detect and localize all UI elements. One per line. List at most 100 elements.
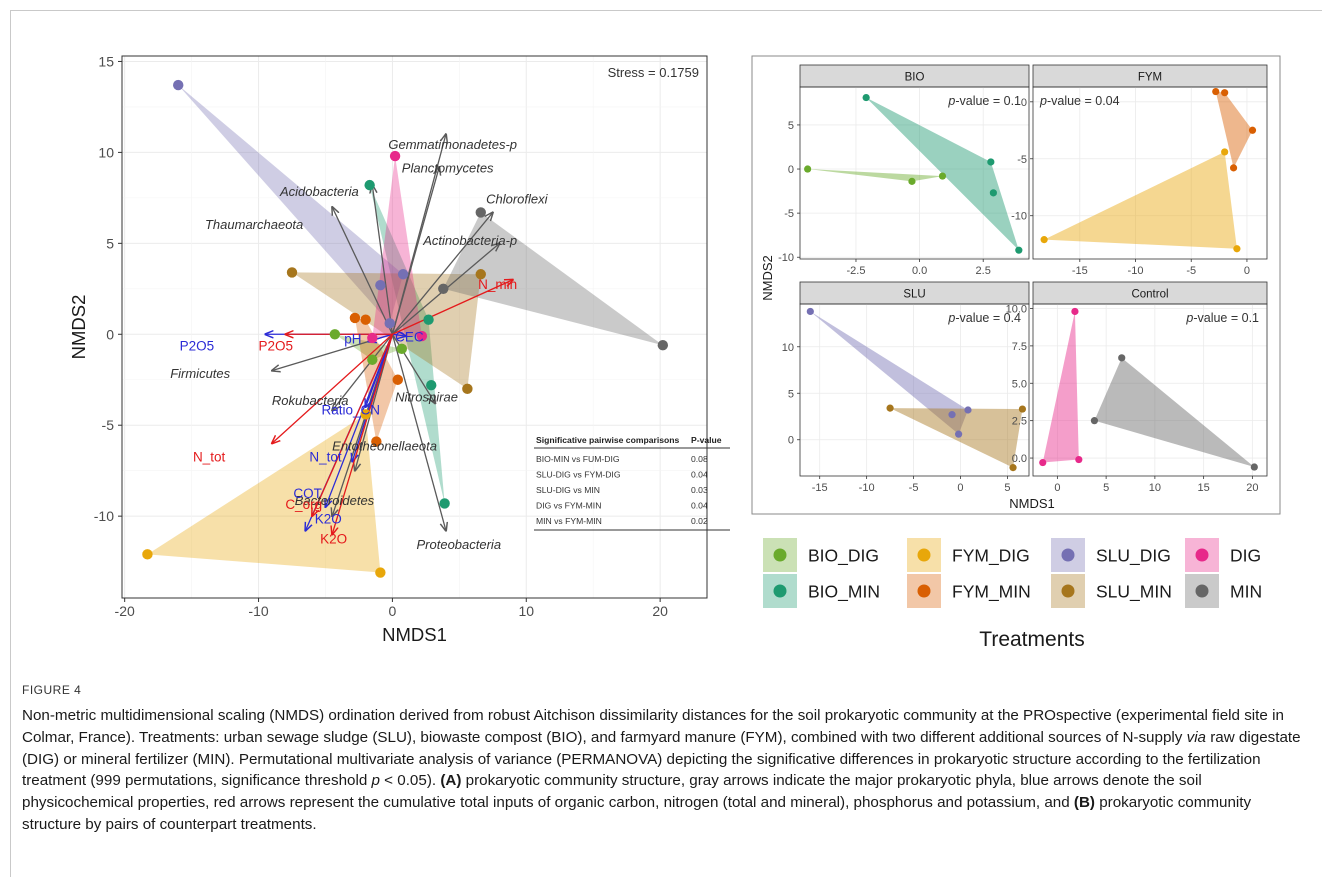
table-cell: SLU-DIG vs MIN [536, 485, 600, 495]
legend-dot [773, 584, 787, 598]
legend-dot [773, 548, 787, 562]
arrow-label: Rokubacteria [272, 393, 349, 408]
table-cell: 0.04 [691, 470, 708, 480]
y-tick-label: -5 [1017, 154, 1027, 166]
pvalue-p: p [947, 311, 955, 325]
x-tick-label: 0 [1054, 482, 1060, 494]
point-bio-min [1015, 246, 1023, 254]
y-tick-label: -5 [784, 208, 794, 220]
facet-title: Control [1131, 289, 1168, 301]
point-fym-dig [1221, 148, 1229, 156]
point-fym-dig [375, 567, 386, 578]
point-dig [389, 150, 401, 162]
point-bio-min [439, 498, 450, 509]
figure-frame [10, 10, 1322, 877]
legend-dot [1061, 584, 1075, 598]
panel-a-grid [122, 56, 707, 598]
facet-pvalue: p-value = 0.04 [1039, 94, 1120, 108]
panel-b-x-axis-label: NMDS1 [1009, 496, 1055, 511]
point-fym-min [1229, 164, 1238, 172]
point-slu-min [462, 383, 473, 395]
arrow-label: P2O5 [259, 339, 294, 354]
x-tick-label: 5 [1004, 482, 1010, 494]
point-slu-min [1009, 464, 1017, 472]
x-tick-label: -10 [1128, 265, 1144, 277]
point-slu-min [886, 404, 894, 412]
point-fym-min [1212, 87, 1220, 96]
point-bio-min [989, 189, 997, 197]
pairwise-table: Significative pairwise comparisons P-valu… [534, 435, 730, 531]
y-tick-label: 5 [788, 388, 794, 400]
arrow-phyla [391, 212, 492, 335]
facet-pvalue: p-value = 0.1 [1185, 311, 1259, 325]
point-bio-dig [804, 165, 812, 173]
point-min [657, 339, 669, 351]
hull-min [1094, 357, 1255, 468]
y-tick-label: 0.0 [1012, 453, 1027, 465]
x-tick-label: 15 [1198, 482, 1210, 494]
pvalue-p: p [1039, 94, 1047, 108]
point-min [1118, 354, 1126, 362]
point-bio-min [862, 93, 870, 102]
y-tick-label: 5.0 [1012, 378, 1027, 390]
caption-segment: p [371, 772, 380, 790]
legend-item: DIG [1185, 538, 1261, 572]
hull-dig [372, 156, 422, 338]
arrow-label: Planctomycetes [402, 160, 494, 175]
panel-a-border [121, 55, 708, 599]
x-tick-label: 0.0 [912, 265, 927, 277]
y-tick-label: -5 [102, 417, 115, 433]
point-fym-min [1221, 89, 1229, 97]
point-dig [416, 330, 428, 342]
panel-a-arrows [265, 134, 513, 534]
caption-segment: raw digestate (DIG) or mineral fertilize… [22, 728, 1301, 790]
point-slu-dig [948, 411, 956, 419]
legend-item: MIN [1185, 574, 1262, 608]
legend-label: SLU_MIN [1096, 582, 1172, 603]
point-slu-dig [375, 279, 386, 291]
table-cell: 0.08 [691, 454, 708, 464]
arrow-phyla [332, 333, 393, 410]
legend-title: Treatments [979, 628, 1084, 651]
legend-label: BIO_DIG [808, 546, 879, 567]
caption-segment: prokaryotic community structure, gray ar… [22, 772, 1202, 812]
x-tick-label: 10 [518, 603, 534, 619]
point-fym-min [1248, 126, 1257, 134]
facet-pvalue: p-value = 0.1 [947, 94, 1021, 108]
pvalue-text: -value = 0.1 [955, 94, 1021, 108]
table-cell: BIO-MIN vs FUM-DIG [536, 454, 620, 464]
hull-slu-min [292, 272, 481, 389]
table-cell: DIG vs FYM-MIN [536, 501, 601, 511]
table-cell: MIN vs FYM-MIN [536, 516, 602, 526]
arrow-label: Acidobacteria [279, 184, 359, 199]
caption-segment: via [1186, 728, 1207, 746]
point-slu-min [286, 267, 298, 278]
hull-dig [1042, 311, 1079, 463]
pvalue-p: p [1185, 311, 1193, 325]
arrow-label: P2O5 [180, 339, 215, 354]
x-tick-label: 10 [1149, 482, 1161, 494]
y-tick-label: -10 [778, 252, 794, 264]
table-cell: 0.03 [691, 485, 708, 495]
x-tick-label: 0 [1244, 265, 1250, 277]
x-tick-label: 20 [1246, 482, 1258, 494]
y-tick-label: 2.5 [1012, 416, 1027, 428]
hull-bio-dig [807, 169, 943, 182]
arrow-phyla [332, 207, 393, 335]
arrow-label: Entotheonellaeota [332, 439, 437, 454]
arrow-label: Bacteroidetes [295, 493, 375, 508]
caption-segment: < 0.05). [379, 772, 441, 790]
legend-dot [1061, 548, 1075, 562]
panel-b-y-axis-label: NMDS2 [760, 255, 775, 301]
arrow-input [272, 333, 393, 443]
legend-item: SLU_MIN [1051, 574, 1172, 608]
hull-fym-min [1215, 91, 1253, 168]
point-bio-dig [908, 177, 916, 185]
arrow-phyla [372, 185, 394, 335]
panel-a-points [142, 79, 669, 578]
point-bio-dig [396, 343, 407, 355]
point-slu-dig [806, 307, 814, 316]
point-dig [1071, 307, 1079, 316]
panel-a-arrow-labels: Gemmatimonadetes-p Planctomycetes Acidobac… [170, 137, 548, 552]
y-tick-label: -10 [1011, 211, 1027, 223]
